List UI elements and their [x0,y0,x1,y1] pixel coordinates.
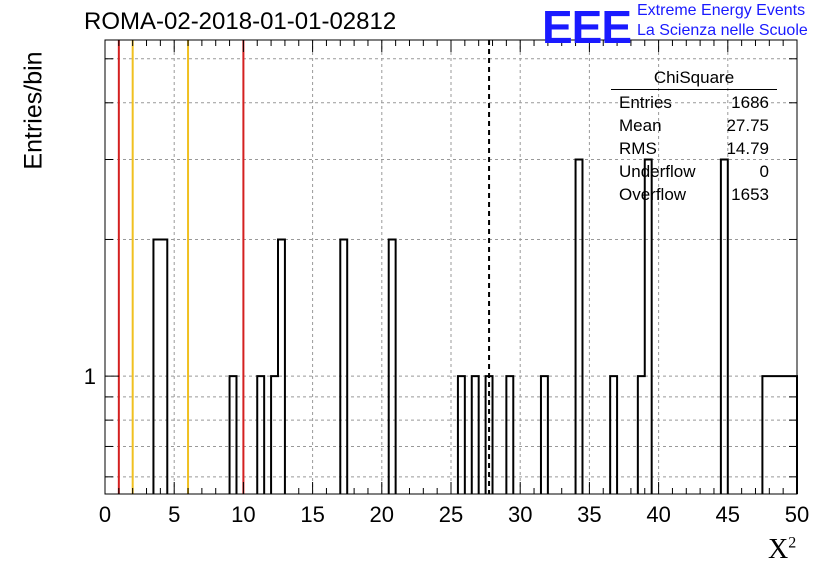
x-tick-label: 10 [231,502,255,527]
histogram-bin [256,375,266,494]
stats-title: ChiSquare [611,68,777,90]
histogram-bin [539,375,549,494]
logo-line-2: La Scienza nelle Scuole [637,22,808,39]
stats-row-entries: Entries 1686 [619,93,769,112]
histogram-bin [574,158,584,494]
x-tick-label: 25 [439,502,463,527]
histogram-bin [456,375,466,494]
histogram-bin [339,238,349,494]
eee-logo: EEE [542,1,632,53]
histogram-bin [470,375,480,494]
x-tick-label: 15 [300,502,324,527]
x-tick-label: 35 [577,502,601,527]
logo-line-1: Extreme Energy Events [637,2,806,19]
histogram-bin [152,238,169,494]
x-tick-label: 40 [646,502,670,527]
x-tick-label: 30 [508,502,532,527]
x-tick-label: 5 [168,502,180,527]
x-tick-label: 0 [99,502,111,527]
histogram-bin [505,375,515,494]
stats-row-underflow: Underflow 0 [619,162,769,181]
stats-row-rms: RMS 14.79 [619,139,769,158]
x-tick-label: 20 [370,502,394,527]
histogram-bin [636,158,653,494]
histogram-bin [270,238,286,494]
histogram-bin [387,238,397,494]
y-axis-label: Entries/bin [19,51,48,170]
x-axis-label: X2 [768,534,797,565]
stats-box: ChiSquare Entries 1686 Mean 27.75 RMS 14.79… [611,68,777,206]
histogram-bin [609,375,619,494]
stats-row-mean: Mean 27.75 [619,116,769,135]
histogram-bin [228,375,238,494]
histogram-bin [761,375,798,494]
chart-title: ROMA-02-2018-01-01-02812 [84,8,397,35]
stats-row-overflow: Overflow 1653 [619,185,769,204]
y-tick-label: 1 [84,364,96,389]
histogram-bin [719,158,729,494]
x-tick-label: 50 [785,502,809,527]
x-tick-label: 45 [716,502,740,527]
